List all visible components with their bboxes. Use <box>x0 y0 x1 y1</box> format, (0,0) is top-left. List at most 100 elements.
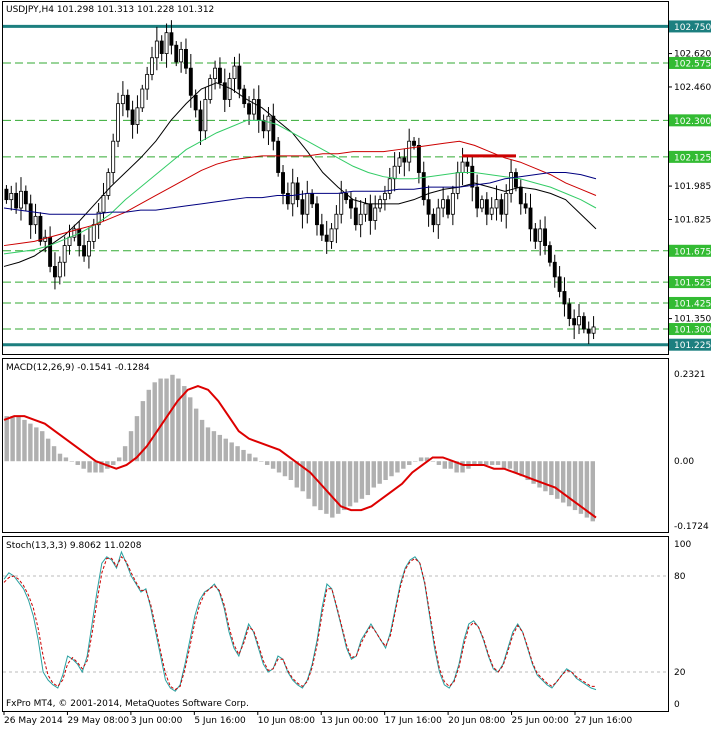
candle-body-18 <box>91 224 96 242</box>
macd-bar-99 <box>590 461 595 522</box>
candle-body-80 <box>392 165 397 180</box>
candle-body-21 <box>106 172 111 196</box>
candle-body-37 <box>184 48 188 69</box>
candle-body-111 <box>543 228 548 246</box>
macd-bar-3 <box>22 419 27 462</box>
macd-bar-95 <box>566 461 572 507</box>
macd-bar-59 <box>353 461 359 503</box>
candle-body-114 <box>557 276 562 292</box>
macd-bar-61 <box>365 461 371 496</box>
macd-bar-88 <box>525 461 530 481</box>
macd-bar-63 <box>377 461 382 484</box>
candle-body-41 <box>203 99 208 132</box>
candle-body-104 <box>509 172 514 194</box>
candle-body-83 <box>407 140 412 163</box>
macd-bar-60 <box>359 461 365 499</box>
macd-bar-92 <box>549 461 554 496</box>
moving-average-1 <box>3 119 597 255</box>
candle-body-24 <box>120 94 125 105</box>
macd-tick-label-0: 0.2321 <box>674 370 706 380</box>
candle-body-20 <box>101 195 106 213</box>
macd-bar-44 <box>264 461 270 465</box>
macd-bar-38 <box>229 442 234 462</box>
macd-bar-69 <box>412 461 418 462</box>
stoch-tick-label-3: 0 <box>674 700 680 710</box>
stoch-tick-label-1: 80 <box>674 572 686 582</box>
candle-body-115 <box>562 291 567 305</box>
level-label-bg-6 <box>669 296 711 309</box>
candle-body-94 <box>460 161 465 173</box>
candle-body-90 <box>441 199 446 209</box>
macd-bar-15 <box>93 461 98 473</box>
macd-bar-83 <box>495 461 501 465</box>
candle-body-15 <box>77 228 82 246</box>
macd-bar-74 <box>442 461 447 469</box>
candle-body-108 <box>528 207 533 230</box>
candle-body-31 <box>154 40 159 59</box>
candle-body-78 <box>382 192 387 201</box>
candle-body-65 <box>319 224 324 236</box>
level-label-bg-8 <box>669 338 711 351</box>
macd-bar-45 <box>270 461 276 469</box>
candle-body-22 <box>111 140 116 173</box>
candle-body-109 <box>533 228 538 242</box>
macd-bar-25 <box>152 382 157 462</box>
candle-body-57 <box>281 172 285 194</box>
macd-bar-67 <box>401 461 406 469</box>
candle-body-79 <box>387 178 392 194</box>
candle-body-1 <box>9 192 14 201</box>
time-tick-label-3: 5 Jun 16:00 <box>194 716 246 726</box>
candle-body-73 <box>358 213 363 226</box>
candle-body-47 <box>232 65 237 80</box>
candle-body-91 <box>446 199 450 215</box>
macd-bar-28 <box>170 374 175 462</box>
price-tick-label-4: 101.985 <box>674 182 711 192</box>
candle-body-99 <box>484 199 489 215</box>
candle-body-5 <box>28 203 33 226</box>
candle-body-44 <box>217 67 222 84</box>
time-tick-label-1: 29 May 08:00 <box>67 716 129 726</box>
macd-bar-11 <box>69 461 75 462</box>
candle-body-0 <box>4 188 9 201</box>
macd-bar-84 <box>501 461 507 469</box>
candle-body-120 <box>586 328 591 334</box>
macd-bar-13 <box>81 461 86 469</box>
candle-body-34 <box>169 32 174 46</box>
candle-body-95 <box>465 161 470 167</box>
candle-body-13 <box>67 236 72 246</box>
candle-body-82 <box>402 157 407 163</box>
price-tick-label-1: 102.620 <box>674 50 711 60</box>
level-label-bg-7 <box>669 323 711 336</box>
candle-body-88 <box>431 213 436 226</box>
macd-bar-49 <box>294 461 299 488</box>
macd-layer <box>3 374 597 522</box>
candle-body-113 <box>552 261 557 278</box>
candle-body-103 <box>504 192 509 215</box>
price-layer <box>3 20 668 347</box>
candle-body-43 <box>213 67 218 80</box>
candle-body-51 <box>251 99 256 115</box>
macd-bar-65 <box>389 461 394 477</box>
level-label-4: 101.675 <box>674 247 711 257</box>
candle-body-105 <box>513 172 518 188</box>
candle-body-107 <box>523 203 528 209</box>
stoch-indicator-label: Stoch(13,3,3) 9.8062 11.0208 <box>6 541 142 551</box>
candle-body-14 <box>72 228 77 238</box>
candle-body-101 <box>494 199 499 209</box>
level-label-1: 102.575 <box>674 59 711 69</box>
macd-bar-62 <box>371 461 376 488</box>
macd-bar-85 <box>507 461 513 469</box>
candle-body-23 <box>116 103 120 142</box>
time-tick-label-6: 17 Jun 16:00 <box>385 716 442 726</box>
candle-body-87 <box>426 199 431 215</box>
level-label-bg-0 <box>669 20 711 33</box>
candle-body-12 <box>62 245 67 263</box>
macd-bar-75 <box>448 461 453 469</box>
candle-body-19 <box>96 211 101 226</box>
candle-body-93 <box>455 172 460 194</box>
level-label-bg-1 <box>669 56 711 69</box>
macd-bar-90 <box>537 461 542 488</box>
price-tick-label-2: 102.460 <box>674 83 711 93</box>
level-label-8: 101.225 <box>674 341 711 351</box>
